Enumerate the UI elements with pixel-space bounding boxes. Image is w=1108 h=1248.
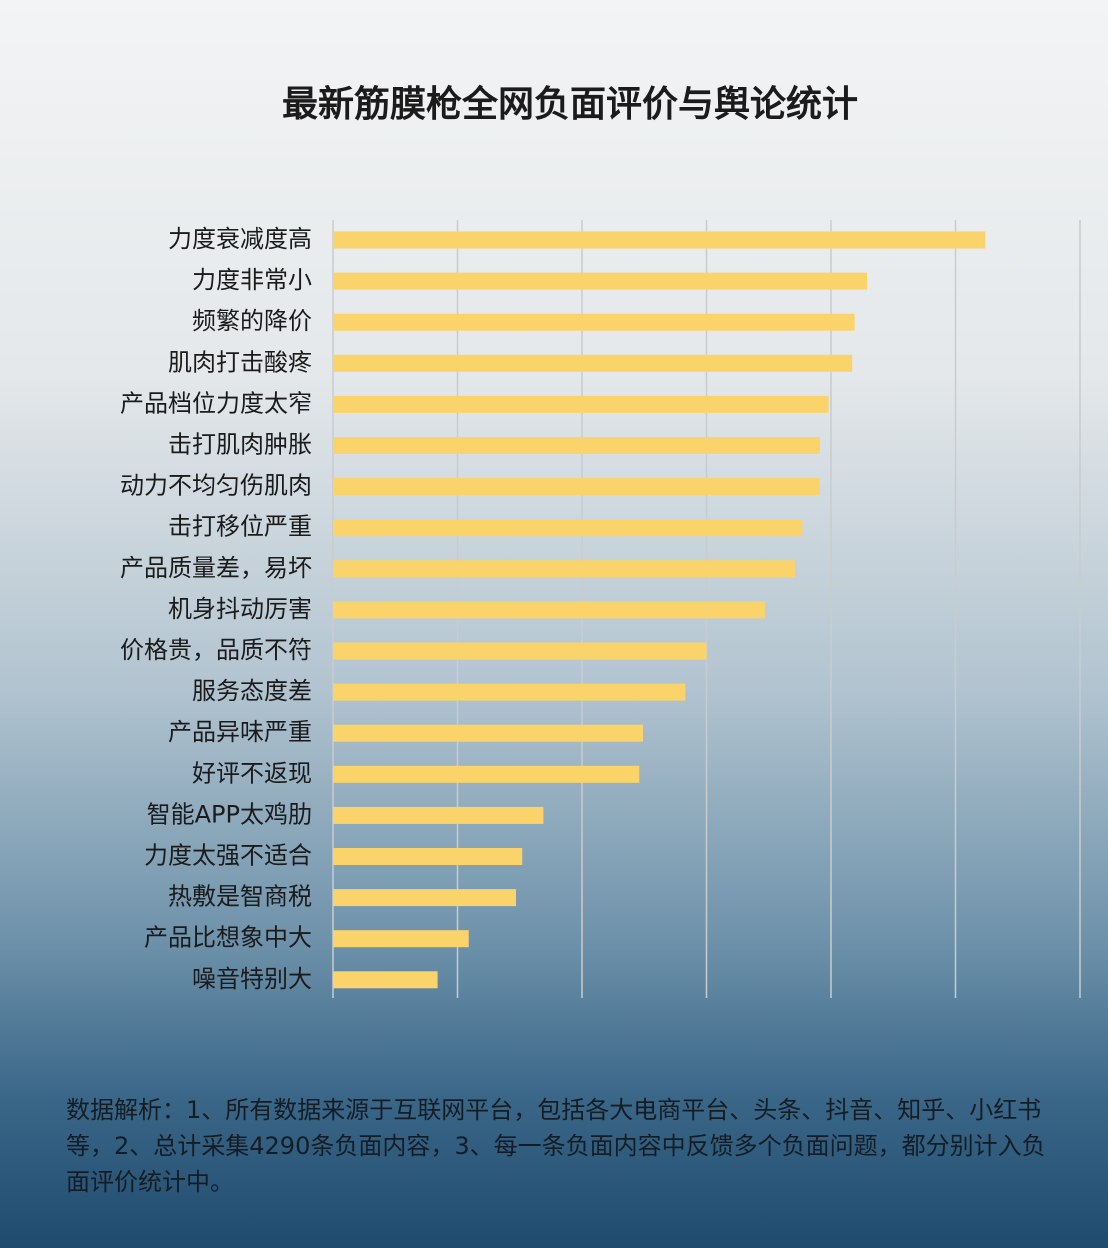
chart-title: 最新筋膜枪全网负面评价与舆论统计 <box>282 83 858 125</box>
category-label: 噪音特别大 <box>192 965 312 993</box>
category-label: 击打移位严重 <box>168 513 312 541</box>
bar <box>333 560 795 578</box>
category-label: 热敷是智商税 <box>168 883 312 911</box>
bar <box>333 231 986 249</box>
bar <box>333 601 766 619</box>
bar <box>333 354 853 372</box>
category-label: 肌肉打击酸疼 <box>168 348 312 376</box>
category-label: 智能APP太鸡肋 <box>147 800 312 828</box>
category-label: 服务态度差 <box>192 677 312 705</box>
bar <box>333 437 820 454</box>
bar <box>333 519 803 537</box>
footnote: 数据解析：1、所有数据来源于互联网平台，包括各大电商平台、头条、抖音、知乎、小红… <box>66 1096 1046 1196</box>
bar <box>333 395 829 413</box>
category-label: 击打肌肉肿胀 <box>168 431 312 459</box>
bar <box>333 642 707 660</box>
bar <box>333 765 640 783</box>
category-label: 好评不返现 <box>192 759 312 787</box>
category-label: 力度衰减度高 <box>168 225 312 253</box>
bar <box>333 478 820 496</box>
category-label: 产品比想象中大 <box>144 924 312 952</box>
category-label: 动力不均匀伤肌肉 <box>120 472 312 500</box>
category-label: 力度太强不适合 <box>144 842 312 870</box>
bar <box>333 272 868 290</box>
category-label: 价格贵，品质不符 <box>120 636 312 664</box>
bar <box>333 930 469 948</box>
category-label: 机身抖动厉害 <box>168 595 312 623</box>
category-label: 产品异味严重 <box>168 718 312 746</box>
bar <box>333 971 438 989</box>
bar <box>333 848 523 865</box>
bar <box>333 313 855 331</box>
category-label: 产品质量差，易坏 <box>120 554 312 582</box>
bar <box>333 683 686 701</box>
bar <box>333 724 644 742</box>
category-label: 产品档位力度太窄 <box>120 389 312 417</box>
category-label: 频繁的降价 <box>192 307 312 335</box>
bar <box>333 806 544 824</box>
bar <box>333 889 517 907</box>
category-label: 力度非常小 <box>192 266 312 294</box>
